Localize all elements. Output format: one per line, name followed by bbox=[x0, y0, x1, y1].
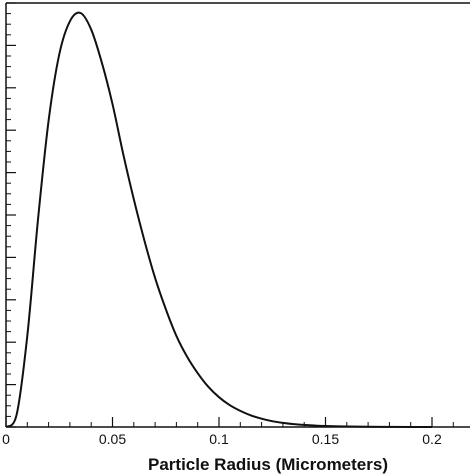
x-tick-label: 0.1 bbox=[209, 431, 229, 447]
x-tick-label: 0 bbox=[2, 431, 10, 447]
x-tick-label: 0.05 bbox=[99, 431, 126, 447]
series-line bbox=[5, 11, 433, 428]
x-axis-title: Particle Radius (Micrometers) bbox=[148, 455, 388, 474]
x-tick-label: 0.2 bbox=[422, 431, 442, 447]
x-tick-label: 0.15 bbox=[312, 431, 339, 447]
